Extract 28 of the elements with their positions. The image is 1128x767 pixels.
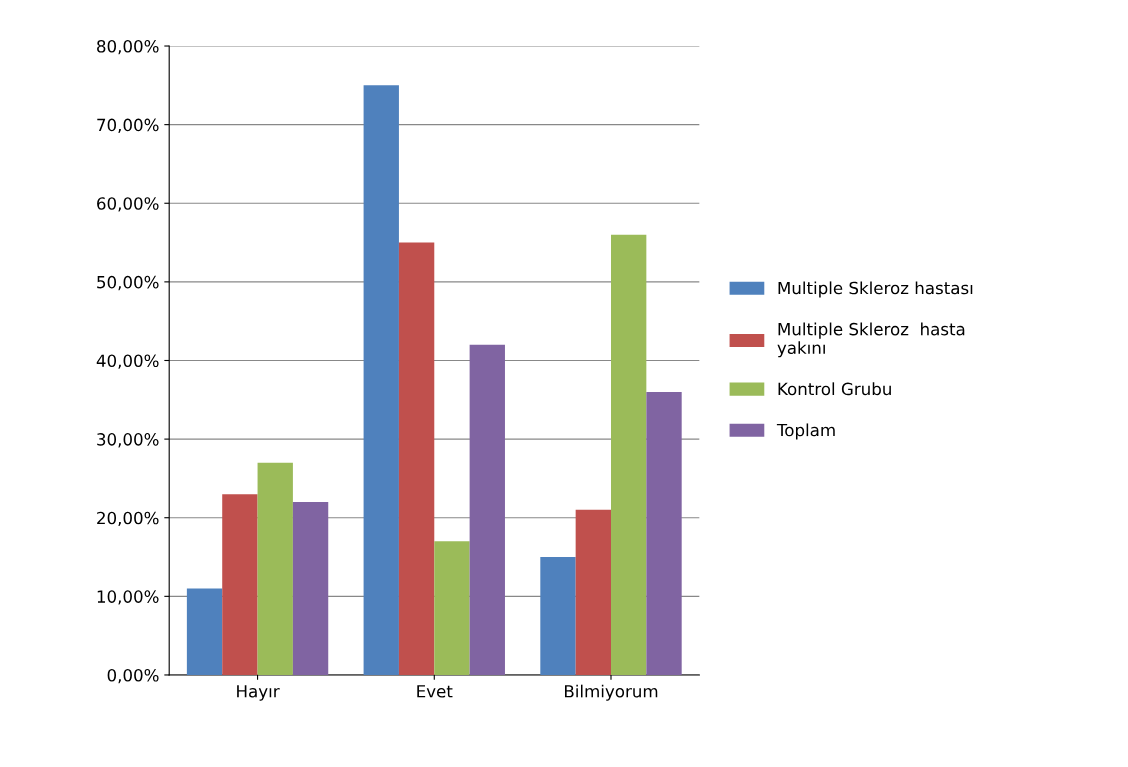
legend-label: Multiple Skleroz hastası (778, 281, 973, 298)
x-tick-label: Hayır (237, 685, 280, 701)
bar (646, 391, 682, 675)
y-tick-label: 30,00% (97, 433, 159, 448)
bar (434, 541, 470, 675)
x-tick-label: Evet (417, 685, 453, 698)
y-tick-label: 20,00% (97, 511, 159, 526)
bar (540, 557, 576, 675)
y-tick-label: 0,00% (107, 668, 159, 684)
bar (222, 494, 258, 675)
y-tick-label: 70,00% (97, 118, 159, 133)
x-tick-label: Bilmiyorum (565, 684, 658, 701)
y-tick-label: 40,00% (96, 354, 159, 369)
bar (611, 234, 647, 675)
bar (469, 344, 505, 675)
bar (363, 85, 399, 675)
legend-label: Toplam (776, 423, 835, 440)
bar (292, 502, 329, 675)
legend-label: Multiple Skleroz hasta yakını (777, 322, 965, 358)
y-tick-label: 50,00% (97, 275, 159, 291)
bar (575, 509, 611, 675)
legend-label: Kontrol Grubu (778, 382, 891, 396)
y-tick-label: 80,00% (97, 39, 159, 55)
y-tick-label: 60,00% (97, 197, 159, 212)
bar (257, 462, 293, 675)
y-tick-label: 10,00% (97, 590, 159, 605)
bar (186, 588, 223, 675)
bar (398, 242, 435, 675)
